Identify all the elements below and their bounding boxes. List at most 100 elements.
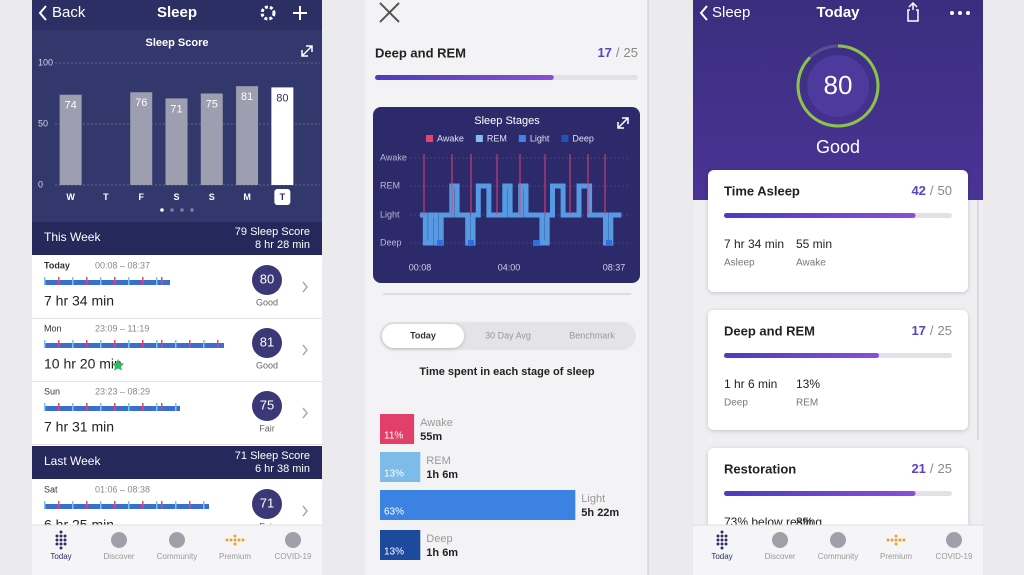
score-card[interactable] — [708, 170, 968, 292]
y-tick-label: Deep — [380, 237, 402, 247]
tab-icon — [720, 534, 724, 538]
y-tick-label: REM — [380, 180, 400, 190]
timeline-tick — [44, 277, 46, 285]
entry-score: 81 — [260, 334, 274, 349]
chevron[interactable] — [302, 505, 308, 517]
share-icon[interactable] — [907, 1, 919, 22]
tab-icon — [946, 532, 962, 548]
entry-rating: Fair — [259, 423, 275, 433]
x-tick-label: 04:00 — [498, 262, 521, 272]
timeline-tick — [142, 340, 144, 348]
chevron[interactable] — [302, 281, 308, 293]
tab-label[interactable]: Community — [157, 552, 197, 561]
y-tick-label: Light — [380, 209, 400, 219]
progress-fill — [724, 213, 916, 218]
tab-icon — [720, 542, 724, 546]
segment-label[interactable]: Today — [410, 330, 436, 340]
stage-name: Light — [581, 493, 605, 505]
timeline-tick — [72, 340, 74, 348]
y-tick-label: 0 — [38, 179, 43, 189]
tab-label[interactable]: Premium — [880, 552, 912, 561]
stat-value: 13% — [796, 377, 820, 391]
add-icon[interactable] — [293, 6, 307, 20]
chevron[interactable] — [302, 344, 308, 356]
timeline-tick — [114, 340, 116, 348]
timeline-tick — [142, 501, 144, 509]
score-max: 50 — [938, 183, 952, 198]
x-tick-label: 00:08 — [409, 262, 432, 272]
chevron[interactable] — [302, 407, 308, 419]
tab-label[interactable]: Premium — [219, 552, 251, 561]
score-card[interactable] — [708, 310, 968, 430]
score-ring — [796, 44, 880, 128]
legend-swatch — [426, 135, 433, 142]
stat-label: REM — [796, 398, 818, 409]
x-tick-label: W — [66, 192, 75, 202]
stage-name: Deep — [426, 533, 452, 545]
timeline-tick — [44, 501, 46, 509]
segment-label[interactable]: 30 Day Avg — [485, 330, 531, 340]
tab-icon — [169, 532, 185, 548]
legend-label: Awake — [437, 133, 464, 143]
timeline-tick — [72, 277, 74, 285]
tab-icon — [111, 532, 127, 548]
more-icon[interactable] — [950, 11, 970, 15]
tab-label[interactable]: COVID-19 — [936, 552, 973, 561]
tab-label[interactable]: Today — [711, 552, 732, 561]
goal-score: 17 / 25 — [911, 323, 952, 338]
tab-icon — [894, 538, 898, 542]
chart-title: Sleep Stages — [474, 115, 540, 127]
score-card[interactable] — [708, 448, 968, 548]
timeline-tick — [58, 340, 60, 348]
back-button[interactable]: Back — [52, 4, 86, 21]
timeline-tick — [128, 277, 130, 285]
timeline-tick — [189, 501, 191, 509]
expand-icon[interactable] — [617, 117, 629, 129]
tab-icon — [716, 538, 720, 542]
tab-icon — [720, 546, 724, 550]
tab-label[interactable]: Discover — [103, 552, 134, 561]
card-title: Time Asleep — [724, 183, 800, 198]
timeline-tick — [128, 340, 130, 348]
score-max: 25 — [938, 461, 952, 476]
stage-percent: 13% — [384, 547, 404, 558]
tab-icon — [55, 538, 59, 542]
score-separator: / — [930, 461, 934, 476]
close-icon[interactable] — [379, 2, 400, 23]
tab-icon — [716, 542, 720, 546]
tab-icon — [59, 534, 63, 538]
segment-label[interactable]: Benchmark — [569, 330, 615, 340]
timeline-tick — [142, 277, 144, 285]
settings-icon[interactable] — [260, 5, 276, 21]
progress-fill — [724, 491, 916, 496]
tab-label[interactable]: Today — [50, 552, 71, 561]
back-icon[interactable] — [699, 5, 708, 21]
legend-swatch — [561, 135, 569, 142]
back-button[interactable]: Sleep — [712, 4, 750, 21]
stage-duration: 1h 6m — [426, 547, 458, 559]
stage-bar — [380, 414, 415, 444]
sleep-timeline — [44, 406, 180, 411]
timeline-tick — [72, 501, 74, 509]
deep-block — [437, 240, 443, 246]
timeline-tick — [161, 501, 163, 509]
timeline-tick — [86, 277, 88, 285]
x-tick-label: 08:37 — [603, 262, 626, 272]
timeline-tick — [161, 403, 163, 411]
bar-value-label: 81 — [241, 91, 253, 103]
stage-duration: 55m — [420, 431, 442, 443]
tab-label[interactable]: Discover — [764, 552, 795, 561]
section-label: This Week — [44, 230, 101, 244]
tab-icon — [716, 534, 720, 538]
x-tick-label: T — [103, 192, 109, 202]
tab-icon — [233, 542, 237, 546]
bar — [130, 92, 153, 185]
tab-icon — [55, 542, 59, 546]
timeline-tick — [175, 340, 177, 348]
expand-icon[interactable] — [301, 45, 313, 57]
tab-label[interactable]: Community — [818, 552, 858, 561]
tab-icon — [233, 534, 237, 538]
back-icon[interactable] — [38, 5, 47, 21]
tab-label[interactable]: COVID-19 — [275, 552, 312, 561]
middle-panel — [365, 0, 648, 575]
